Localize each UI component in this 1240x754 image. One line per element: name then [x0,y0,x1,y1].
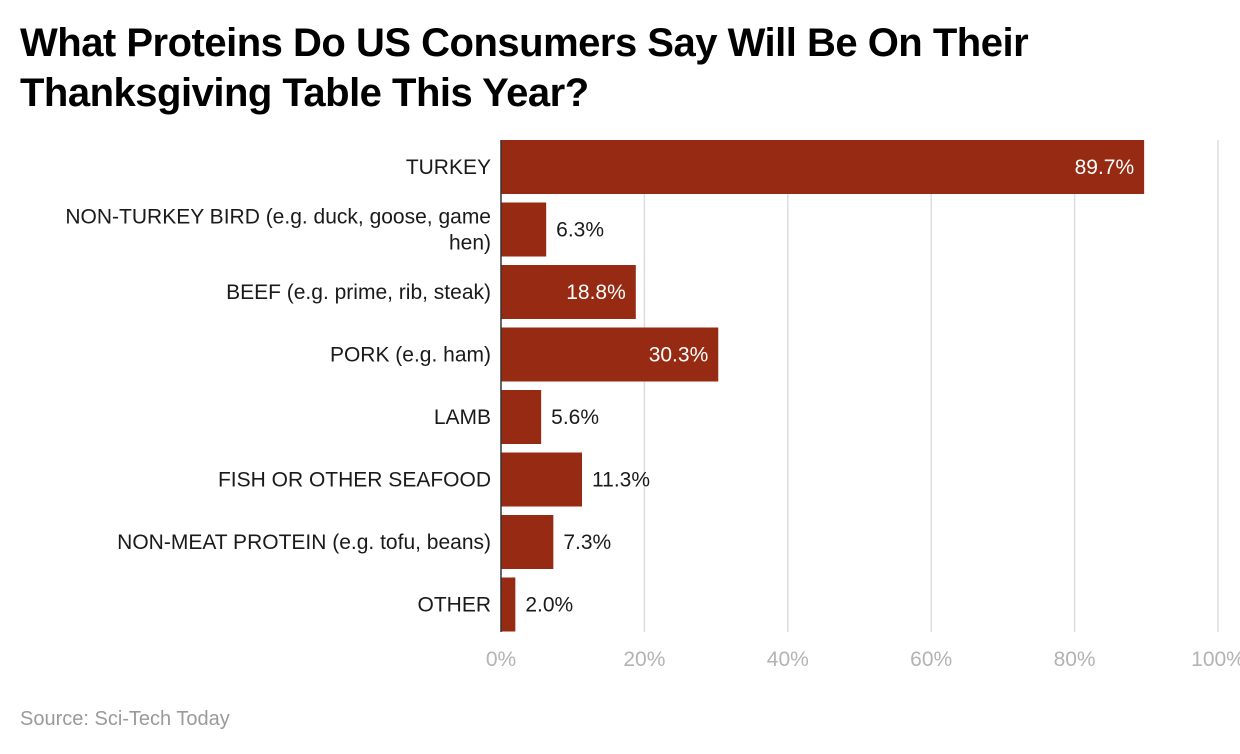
value-label: 6.3% [556,219,604,242]
value-label: 5.6% [551,406,599,429]
x-tick-label: 20% [623,648,665,671]
bar [501,515,554,569]
x-tick-label: 80% [1054,648,1096,671]
x-tick-label: 0% [486,648,516,671]
x-tick-label: 60% [910,648,952,671]
category-label: LAMB [434,406,491,429]
bar [501,140,1145,194]
category-label: OTHER [418,594,492,617]
bar [501,327,719,382]
x-tick-label: 40% [767,648,809,671]
category-labels: TURKEY NON-TURKEY BIRD (e.g. duck, goose,… [65,156,491,617]
value-label: 7.3% [563,531,611,554]
category-label: NON-MEAT PROTEIN (e.g. tofu, beans) [117,531,491,554]
x-tick-label: 100% [1191,648,1240,671]
bar [501,452,583,507]
bar [501,577,516,632]
value-labels: 89.7% 6.3% 18.8% 30.3% 5.6% 11.3% 7.3% 2.0% [525,156,1134,617]
value-label: 30.3% [649,344,709,367]
bars [501,140,1145,632]
bar [501,390,542,444]
value-label: 2.0% [525,594,573,617]
x-tick-labels: 0% 20% 40% 60% 80% 100% [486,648,1240,671]
category-label: NON-TURKEY BIRD (e.g. duck, goose, game [65,206,491,229]
category-label: PORK (e.g. ham) [330,344,491,367]
bar [501,265,636,319]
value-label: 18.8% [566,281,626,304]
value-label: 11.3% [592,469,650,492]
source-note: Source: Sci-Tech Today [20,708,230,730]
category-label: TURKEY [406,156,491,179]
category-label: FISH OR OTHER SEAFOOD [218,469,491,492]
chart-title: What Proteins Do US Consumers Say Will B… [20,21,1029,115]
value-label: 89.7% [1075,156,1135,179]
category-label: BEEF (e.g. prime, rib, steak) [226,281,491,304]
bar [501,202,547,257]
category-label: hen) [449,232,491,255]
gridlines [643,140,1219,632]
